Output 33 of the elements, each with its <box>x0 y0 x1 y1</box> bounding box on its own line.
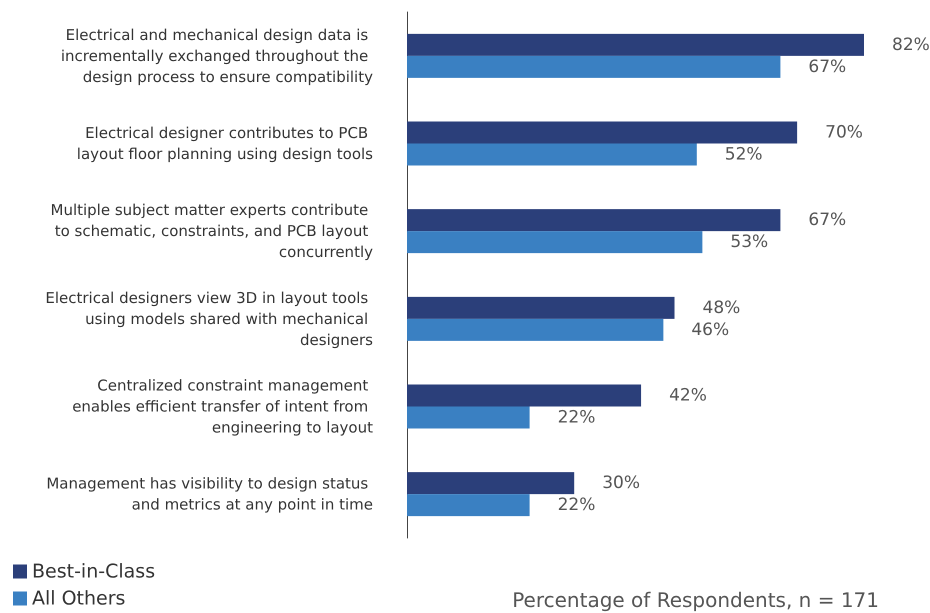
bar <box>407 209 780 232</box>
y-tick-label: Electrical designer contributes to PCB layout floor planning using design tools <box>76 124 374 163</box>
data-label: 52% <box>724 144 763 164</box>
data-label: 22% <box>558 495 596 516</box>
legend-label: All Others <box>32 588 126 610</box>
y-tick-label: Multiple subject matter experts contribute to schematic, constraints, and PCB layout concurrently <box>50 201 374 262</box>
bar <box>407 122 798 144</box>
y-tick-label: Centralized constraint management enables efficient transfer of intent from engineering to layout <box>72 376 374 436</box>
data-label: 46% <box>691 320 730 340</box>
bar <box>407 231 702 254</box>
bar <box>407 472 574 494</box>
x-axis-title: Percentage of Respondents, n = 171 <box>512 588 879 612</box>
data-label: 22% <box>558 408 596 428</box>
data-label: 53% <box>730 232 768 252</box>
bar <box>407 296 675 319</box>
bar <box>407 384 642 406</box>
data-label: 42% <box>669 386 707 406</box>
bar <box>407 144 697 166</box>
y-tick-label: Electrical designers view 3D in layout tools using models shared with mechanical designers <box>45 288 374 349</box>
y-tick-label: Electrical and mechanical design data is incrementally exchanged throughout the design process to ensure compatibility <box>60 26 374 86</box>
bar <box>407 318 664 341</box>
bar <box>407 34 864 56</box>
data-label: 67% <box>808 56 846 77</box>
bar <box>407 494 530 516</box>
data-label: 67% <box>808 210 846 230</box>
data-label: 70% <box>825 122 863 142</box>
bar <box>407 56 780 78</box>
data-label: 82% <box>892 34 930 55</box>
legend-label: Best-in-Class <box>32 560 156 582</box>
y-tick-label: Management has visibility to design status and metrics at any point in time <box>46 474 373 514</box>
bar <box>407 406 530 428</box>
data-label: 48% <box>702 298 740 318</box>
data-label: 30% <box>602 473 640 494</box>
